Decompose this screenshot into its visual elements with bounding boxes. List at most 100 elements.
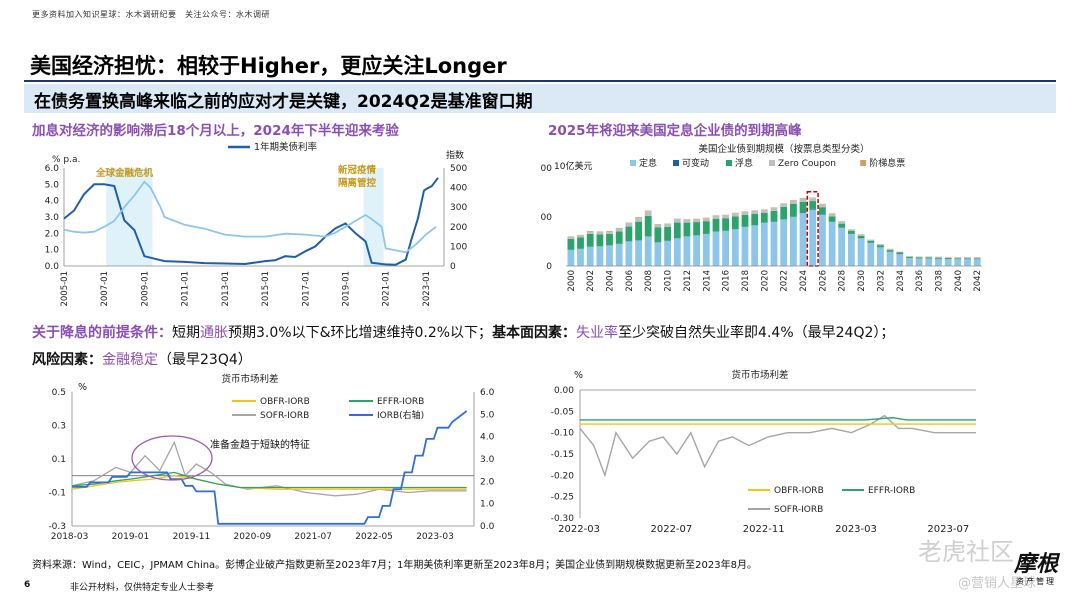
fundamental-unemployment: 失业率 <box>576 325 619 341</box>
x-tick-label: 2028 <box>838 270 848 292</box>
bar-2014-series <box>702 221 710 234</box>
y-tick-right: 6.0 <box>480 388 495 398</box>
x-tick-label: 2016 <box>722 270 732 292</box>
cond-inflation: 通胀 <box>200 325 228 341</box>
bar-2035-zero-coupon <box>906 256 913 257</box>
series-line-sofr-iorb <box>579 414 976 478</box>
bar-2012-series <box>683 222 691 237</box>
x-tick-label: 2014 <box>702 270 712 292</box>
bar-2000-series <box>567 238 575 250</box>
annotation-covid: 新冠疫情 <box>338 164 377 176</box>
y-tick-right: 1.0 <box>480 500 495 510</box>
y-tick-right: 0 <box>450 262 456 272</box>
bar-2022-series <box>780 219 788 266</box>
rate-cut-conditions: 关于降息的前提条件：短期通胀预期3.0%以下&环比增速维持0.2%以下；基本面因… <box>32 322 894 342</box>
x-tick-label: 2034 <box>896 270 906 292</box>
series-line-series <box>63 180 437 254</box>
y-tick: -0.25 <box>551 493 574 503</box>
bar-2010-series <box>664 223 671 225</box>
bar-2012-series <box>683 219 691 220</box>
bar-2028-series <box>838 227 846 266</box>
y-tick-left: 2.0 <box>45 229 60 239</box>
bar-2015-series <box>712 215 720 216</box>
bar-2002-series <box>586 246 594 266</box>
bar-2040-series <box>954 258 962 259</box>
shaded-period-1 <box>106 168 153 266</box>
y-tick-right: 5.0 <box>480 410 495 420</box>
y-tick: 0 <box>546 262 552 272</box>
bar-2020-series <box>760 209 768 210</box>
bar-2022-zero-coupon <box>780 204 788 207</box>
logo-subtext: 资产管理 <box>1016 577 1056 586</box>
bar-2013-series <box>693 235 700 266</box>
x-tick-label: 2002 <box>586 270 596 292</box>
bar-2019-zero-coupon <box>751 210 759 214</box>
y-axis-label: % <box>574 370 583 381</box>
bar-2004-series <box>606 231 613 232</box>
data-source: 资料来源：Wind，CEIC，JPMAM China。彭博企业破产指数更新至20… <box>32 560 757 571</box>
y-tick: -0.20 <box>551 471 575 481</box>
bar-2038-zero-coupon <box>935 256 942 258</box>
chart-title: 货币市场利差 <box>221 373 278 385</box>
y-tick-right: 500 <box>450 164 467 174</box>
bar-2017-series <box>731 229 739 267</box>
bar-2019-series <box>751 210 759 211</box>
bar-2014-zero-coupon <box>702 218 710 222</box>
y-tick-left: 0.5 <box>52 388 66 398</box>
bar-2004-zero-coupon <box>606 231 613 234</box>
bar-2005-zero-coupon <box>615 228 623 232</box>
bar-2006-zero-coupon <box>625 223 633 227</box>
bar-2016-zero-coupon <box>722 215 729 219</box>
x-tick-label: 2024 <box>799 270 809 292</box>
bar-2026-series <box>819 207 826 215</box>
bar-2001-zero-coupon <box>577 235 584 238</box>
bar-2042-zero-coupon <box>973 257 981 259</box>
bar-2034-series <box>896 254 904 266</box>
y-axis-label: 10亿美元 <box>554 160 592 172</box>
bar-2042-series <box>973 258 981 259</box>
x-tick-label: 2040 <box>954 270 964 292</box>
y-tick: -0.05 <box>551 407 574 417</box>
legend-label-iorb: IORB(右轴) <box>377 409 424 421</box>
bar-2006-series <box>625 222 633 224</box>
bar-2024-series <box>799 201 807 213</box>
bar-2033-zero-coupon <box>886 249 894 251</box>
bar-2020-zero-coupon <box>760 209 768 213</box>
x-tick-label: 2023-01 <box>422 271 432 307</box>
bar-2027-series <box>828 213 836 214</box>
y-tick-left: 0.3 <box>52 422 66 432</box>
chart-money-market-spread-long: 货币市场利差% 0.5 0.3 0.1 -0.1 -0.3 6.0 5.0 4.0 3.0 2.0 1… <box>48 373 495 542</box>
bar-2026-series <box>819 203 826 205</box>
bar-2001-series <box>577 248 584 266</box>
y-tick-right: 300 <box>450 203 467 213</box>
bar-2023-series <box>790 204 797 217</box>
bar-2036-series <box>915 258 923 266</box>
bar-2003-series <box>596 231 604 232</box>
chart-corporate-bond-maturity: 美国企业债到期规模（按票息类型分类） 10亿美元 0 1000 2000 定息 可变动 浮息 Z… <box>540 143 983 292</box>
annotation-lockdown: 隔离管控 <box>338 177 377 189</box>
brand-logo: 摩根 资产管理 <box>1010 552 1062 600</box>
y-tick-right: 3.0 <box>480 455 495 465</box>
bar-2007-series <box>635 217 642 218</box>
bar-2019-series <box>751 213 759 226</box>
series-line-effr-iorb <box>580 416 976 421</box>
bar-2027-series <box>828 216 836 222</box>
x-tick-label: 2036 <box>915 270 925 292</box>
bar-2018-series <box>741 226 749 266</box>
annotation-text: 准备金趋于短缺的特征 <box>210 438 310 451</box>
bar-2039-series <box>944 257 952 259</box>
risk-text: （最早23Q4） <box>158 352 252 368</box>
fundamental-text: 至少突破自然失业率即4.4%（最早24Q2）； <box>618 325 895 341</box>
bar-2000-zero-coupon <box>567 236 575 239</box>
legend-swatch-series <box>726 160 732 166</box>
bar-2010-zero-coupon <box>664 224 671 227</box>
bar-2036-series <box>915 257 923 259</box>
bar-2021-series <box>770 207 778 208</box>
x-tick-label: 2042 <box>973 270 983 292</box>
bar-2030-series <box>857 238 865 266</box>
bar-2016-series <box>722 214 729 216</box>
bar-2041-series <box>964 259 971 266</box>
x-tick-label: 2000 <box>567 270 577 292</box>
shaded-period-2 <box>363 168 384 266</box>
bar-2021-zero-coupon <box>770 207 778 211</box>
